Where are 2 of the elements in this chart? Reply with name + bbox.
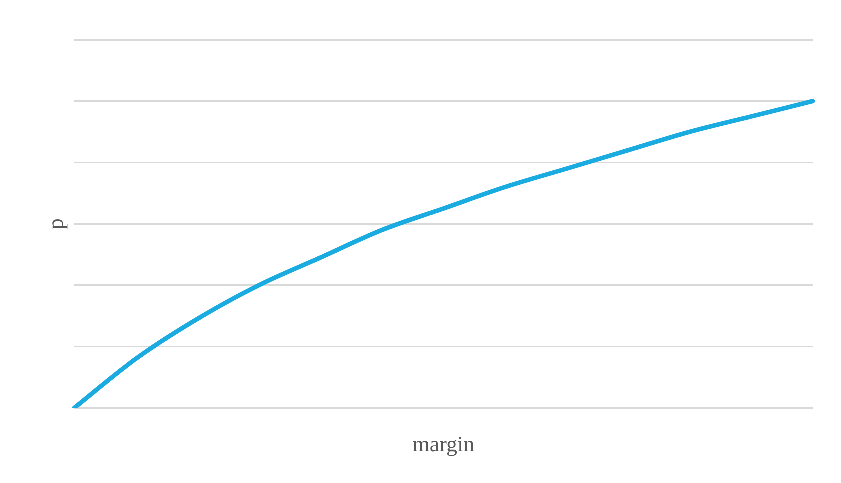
x-axis-title: margin bbox=[412, 432, 475, 457]
y-axis-title: p bbox=[42, 218, 68, 230]
